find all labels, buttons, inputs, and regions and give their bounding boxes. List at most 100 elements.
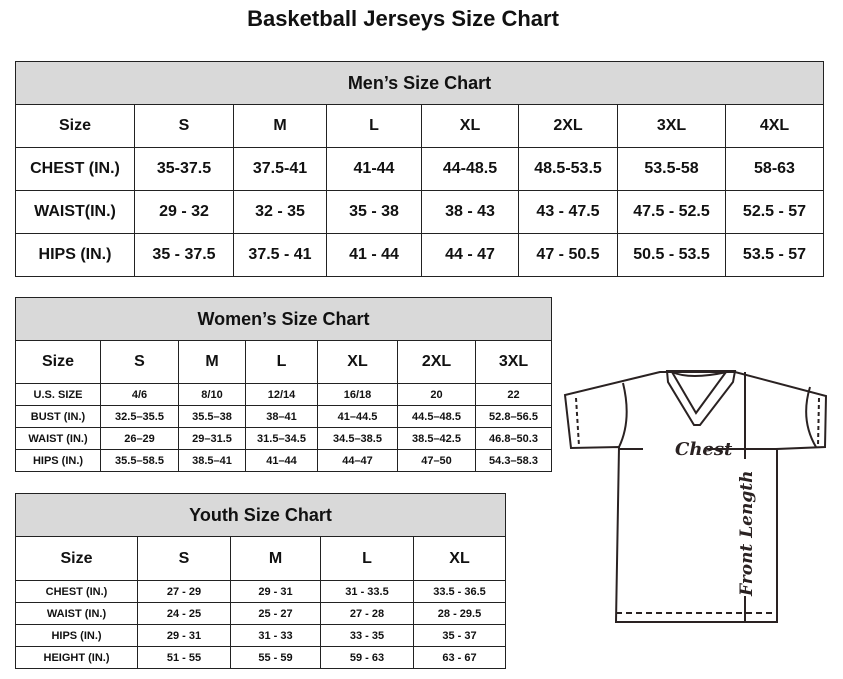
cell: 31.5–34.5 [245, 427, 318, 450]
cell: 59 - 63 [320, 646, 414, 669]
youth-row: HEIGHT (IN.) 51 - 55 55 - 59 59 - 63 63 - 67 [15, 646, 507, 669]
cell: 29 - 31 [137, 624, 231, 647]
cell: 41 - 44 [326, 233, 422, 277]
cell: 51 - 55 [137, 646, 231, 669]
women-row: BUST (IN.) 32.5–35.5 35.5–38 38–41 41–44.5 44… [15, 405, 553, 428]
men-row: HIPS (IN.) 35 - 37.5 37.5 - 41 41 - 44 44 - … [15, 233, 824, 277]
cell: 63 - 67 [412, 646, 507, 669]
cell: 29 - 31 [230, 580, 321, 603]
cell: 47 - 50.5 [518, 233, 618, 277]
cell: 44 - 47 [421, 233, 519, 277]
cell: 41–44 [245, 449, 318, 472]
cell: 20 [397, 383, 476, 406]
row-label: CHEST (IN.) [15, 580, 138, 603]
front-length-label: Front Length [737, 471, 757, 597]
youth-row: HIPS (IN.) 29 - 31 31 - 33 33 - 35 35 - 37 [15, 624, 507, 647]
cell: 26–29 [100, 427, 179, 450]
cell: 44.5–48.5 [397, 405, 476, 428]
cell: 43 - 47.5 [518, 190, 618, 234]
cell: 41-44 [326, 147, 422, 191]
cell: 35 - 37.5 [134, 233, 234, 277]
women-row: WAIST (IN.) 26–29 29–31.5 31.5–34.5 34.5–38.… [15, 427, 553, 450]
cell: L [326, 104, 422, 148]
cell: 38 - 43 [421, 190, 519, 234]
cell: 16/18 [317, 383, 398, 406]
cell: 38.5–42.5 [397, 427, 476, 450]
row-label: HIPS (IN.) [15, 233, 135, 277]
cell: 31 - 33.5 [320, 580, 414, 603]
cell: L [245, 340, 318, 384]
cell: XL [412, 536, 507, 581]
cell: S [134, 104, 234, 148]
cell: 53.5-58 [617, 147, 726, 191]
cell: 8/10 [178, 383, 246, 406]
cell: 50.5 - 53.5 [617, 233, 726, 277]
cell: 32.5–35.5 [100, 405, 179, 428]
jersey-diagram: Chest Front Length [563, 370, 828, 623]
cell: 58-63 [725, 147, 824, 191]
cell: 37.5-41 [233, 147, 327, 191]
mens-caption: Men’s Size Chart [15, 61, 824, 105]
men-row: CHEST (IN.) 35-37.5 37.5-41 41-44 44-48.5 48.… [15, 147, 824, 191]
row-label: CHEST (IN.) [15, 147, 135, 191]
cell: 24 - 25 [137, 602, 231, 625]
cell: 35.5–58.5 [100, 449, 179, 472]
youth-row: Size S M L XL [15, 536, 507, 581]
womens-size-table: Women’s Size Chart Size S M L XL 2XL 3XL U.S. S… [14, 297, 553, 472]
cell: 35.5–38 [178, 405, 246, 428]
chest-label: Chest [675, 439, 733, 460]
cell: 22 [474, 383, 553, 406]
row-label: HEIGHT (IN.) [15, 646, 138, 669]
cell: 3XL [617, 104, 726, 148]
cell: M [178, 340, 246, 384]
cell: S [137, 536, 231, 581]
cell: 38.5–41 [178, 449, 246, 472]
cell: 41–44.5 [317, 405, 398, 428]
youth-size-table: Youth Size Chart Size S M L XL CHEST (IN.) 27 … [14, 493, 507, 669]
cell: 33.5 - 36.5 [412, 580, 507, 603]
cell: 37.5 - 41 [233, 233, 327, 277]
cell: 44-48.5 [421, 147, 519, 191]
row-label: Size [15, 104, 135, 148]
row-label: Size [15, 340, 101, 384]
cell: 28 - 29.5 [412, 602, 507, 625]
cell: 35-37.5 [134, 147, 234, 191]
cell: 3XL [474, 340, 553, 384]
cell: 46.8–50.3 [474, 427, 553, 450]
row-label: Size [15, 536, 138, 581]
cell: 4/6 [100, 383, 179, 406]
men-row: WAIST(IN.) 29 - 32 32 - 35 35 - 38 38 - 43 43… [15, 190, 824, 234]
cell: 35 - 38 [326, 190, 422, 234]
cell: 53.5 - 57 [725, 233, 824, 277]
cell: 35 - 37 [412, 624, 507, 647]
row-label: HIPS (IN.) [15, 449, 101, 472]
youth-row: WAIST (IN.) 24 - 25 25 - 27 27 - 28 28 - 29.… [15, 602, 507, 625]
women-row: Size S M L XL 2XL 3XL [15, 340, 553, 384]
cell: 34.5–38.5 [317, 427, 398, 450]
cell: 47–50 [397, 449, 476, 472]
cell: 29–31.5 [178, 427, 246, 450]
cell: 54.3–58.3 [474, 449, 553, 472]
cell: L [320, 536, 414, 581]
page-title: Basketball Jerseys Size Chart [247, 6, 559, 31]
cell: 2XL [518, 104, 618, 148]
row-label: WAIST (IN.) [15, 427, 101, 450]
youth-row: CHEST (IN.) 27 - 29 29 - 31 31 - 33.5 33.5 -… [15, 580, 507, 603]
row-label: HIPS (IN.) [15, 624, 138, 647]
womens-caption: Women’s Size Chart [14, 297, 553, 341]
row-label: U.S. SIZE [15, 383, 101, 406]
cell: 31 - 33 [230, 624, 321, 647]
row-label: BUST (IN.) [15, 405, 101, 428]
cell: 27 - 29 [137, 580, 231, 603]
cell: XL [421, 104, 519, 148]
men-row: Size S M L XL 2XL 3XL 4XL [15, 104, 824, 148]
cell: 25 - 27 [230, 602, 321, 625]
cell: 44–47 [317, 449, 398, 472]
cell: M [233, 104, 327, 148]
women-row: HIPS (IN.) 35.5–58.5 38.5–41 41–44 44–47 47–5… [15, 449, 553, 472]
row-label: WAIST (IN.) [15, 602, 138, 625]
cell: 38–41 [245, 405, 318, 428]
mens-size-table: Men’s Size Chart Size S M L XL 2XL 3XL 4XL CHEST… [15, 61, 824, 277]
cell: 27 - 28 [320, 602, 414, 625]
cell: 2XL [397, 340, 476, 384]
